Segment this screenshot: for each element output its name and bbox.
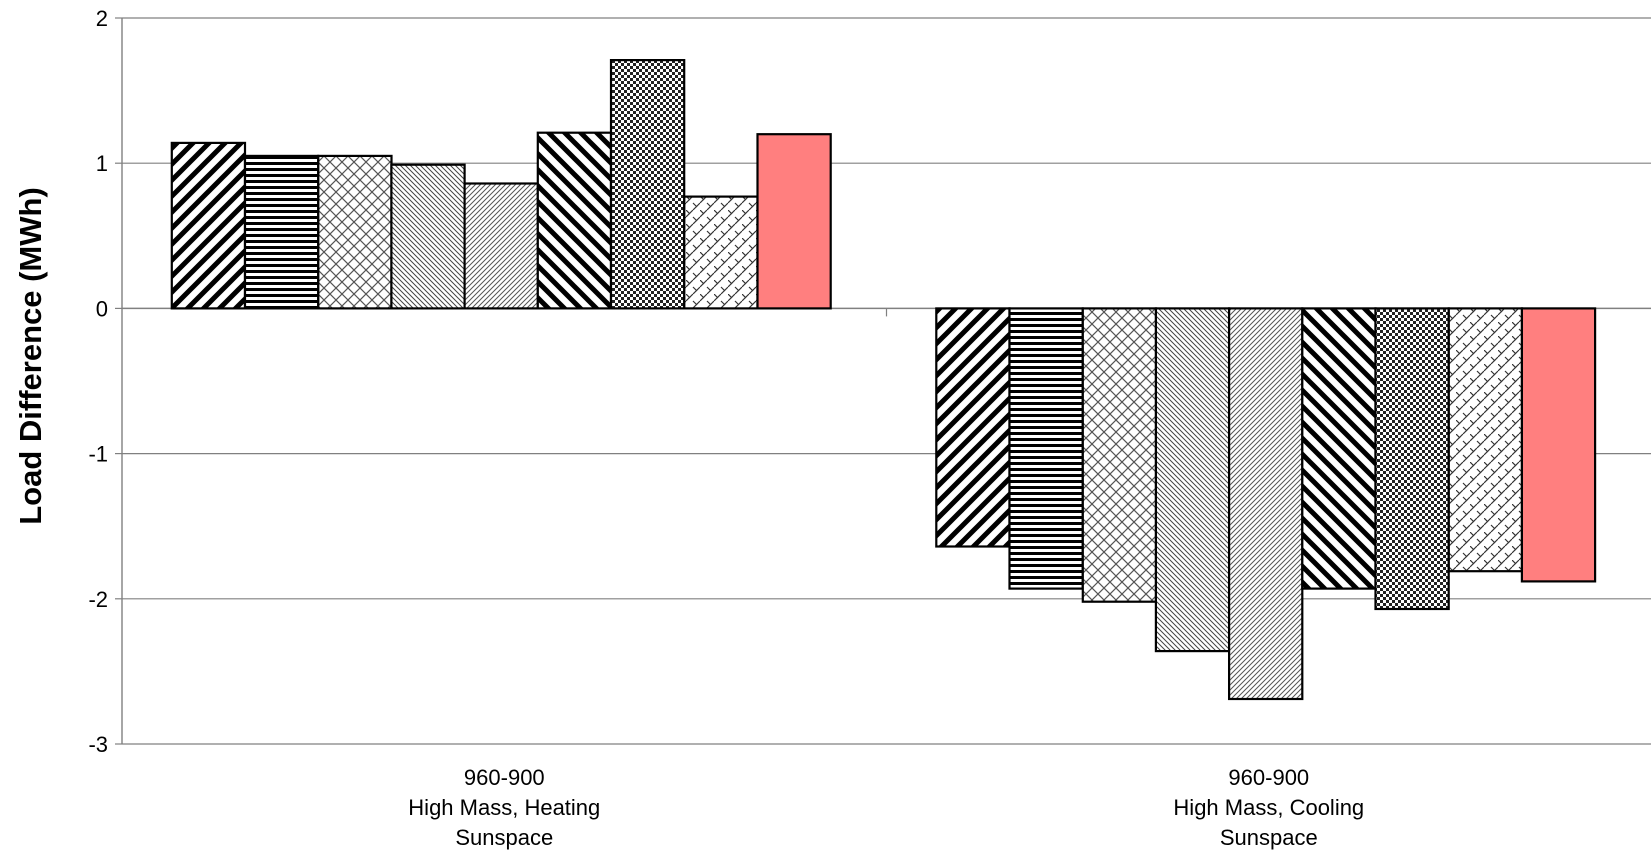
bar-horizontal-lines xyxy=(243,154,320,310)
bar-checker xyxy=(1374,307,1450,611)
bar-diag-thick-dl xyxy=(536,131,613,310)
y-tick-label: -2 xyxy=(88,587,108,612)
bar-diag-thick-ur xyxy=(935,307,1011,548)
bar-diag-fine-dl xyxy=(1154,307,1231,653)
y-tick-label: -1 xyxy=(88,442,108,467)
bar-crosshatch xyxy=(317,154,393,310)
bar-crosshatch xyxy=(1081,307,1158,603)
bar-weave xyxy=(683,195,759,310)
y-tick-label: -3 xyxy=(88,732,108,757)
category-labels: 960-900 High Mass, Heating Sunspace 960-900… xyxy=(408,765,1364,850)
category-label: Sunspace xyxy=(1220,825,1318,850)
category-label: 960-900 xyxy=(1228,765,1309,790)
bar-diag-thick-ur xyxy=(170,141,247,310)
bars xyxy=(170,58,1597,701)
bar-weave xyxy=(1447,307,1524,573)
bar-solid xyxy=(756,133,832,310)
bar-diag-fine-ur xyxy=(1227,307,1304,701)
bar-diag-fine-dl xyxy=(390,163,466,310)
category-label: Sunspace xyxy=(455,825,553,850)
bar-solid xyxy=(1520,307,1597,583)
y-tick-label: 2 xyxy=(96,6,108,31)
bar-diag-fine-ur xyxy=(463,182,539,310)
bar-checker xyxy=(609,58,686,310)
bar-diag-thick-dl xyxy=(1301,307,1377,590)
y-tick-label: 0 xyxy=(96,296,108,321)
y-tick-label: 1 xyxy=(96,151,108,176)
category-label: High Mass, Cooling xyxy=(1173,795,1364,820)
y-tick-labels: 2 1 0 -1 -2 -3 xyxy=(88,6,108,757)
category-label: High Mass, Heating xyxy=(408,795,600,820)
bar-horizontal-lines xyxy=(1008,307,1084,590)
category-label: 960-900 xyxy=(464,765,545,790)
y-axis-title: Load Difference (MWh) xyxy=(13,187,48,525)
